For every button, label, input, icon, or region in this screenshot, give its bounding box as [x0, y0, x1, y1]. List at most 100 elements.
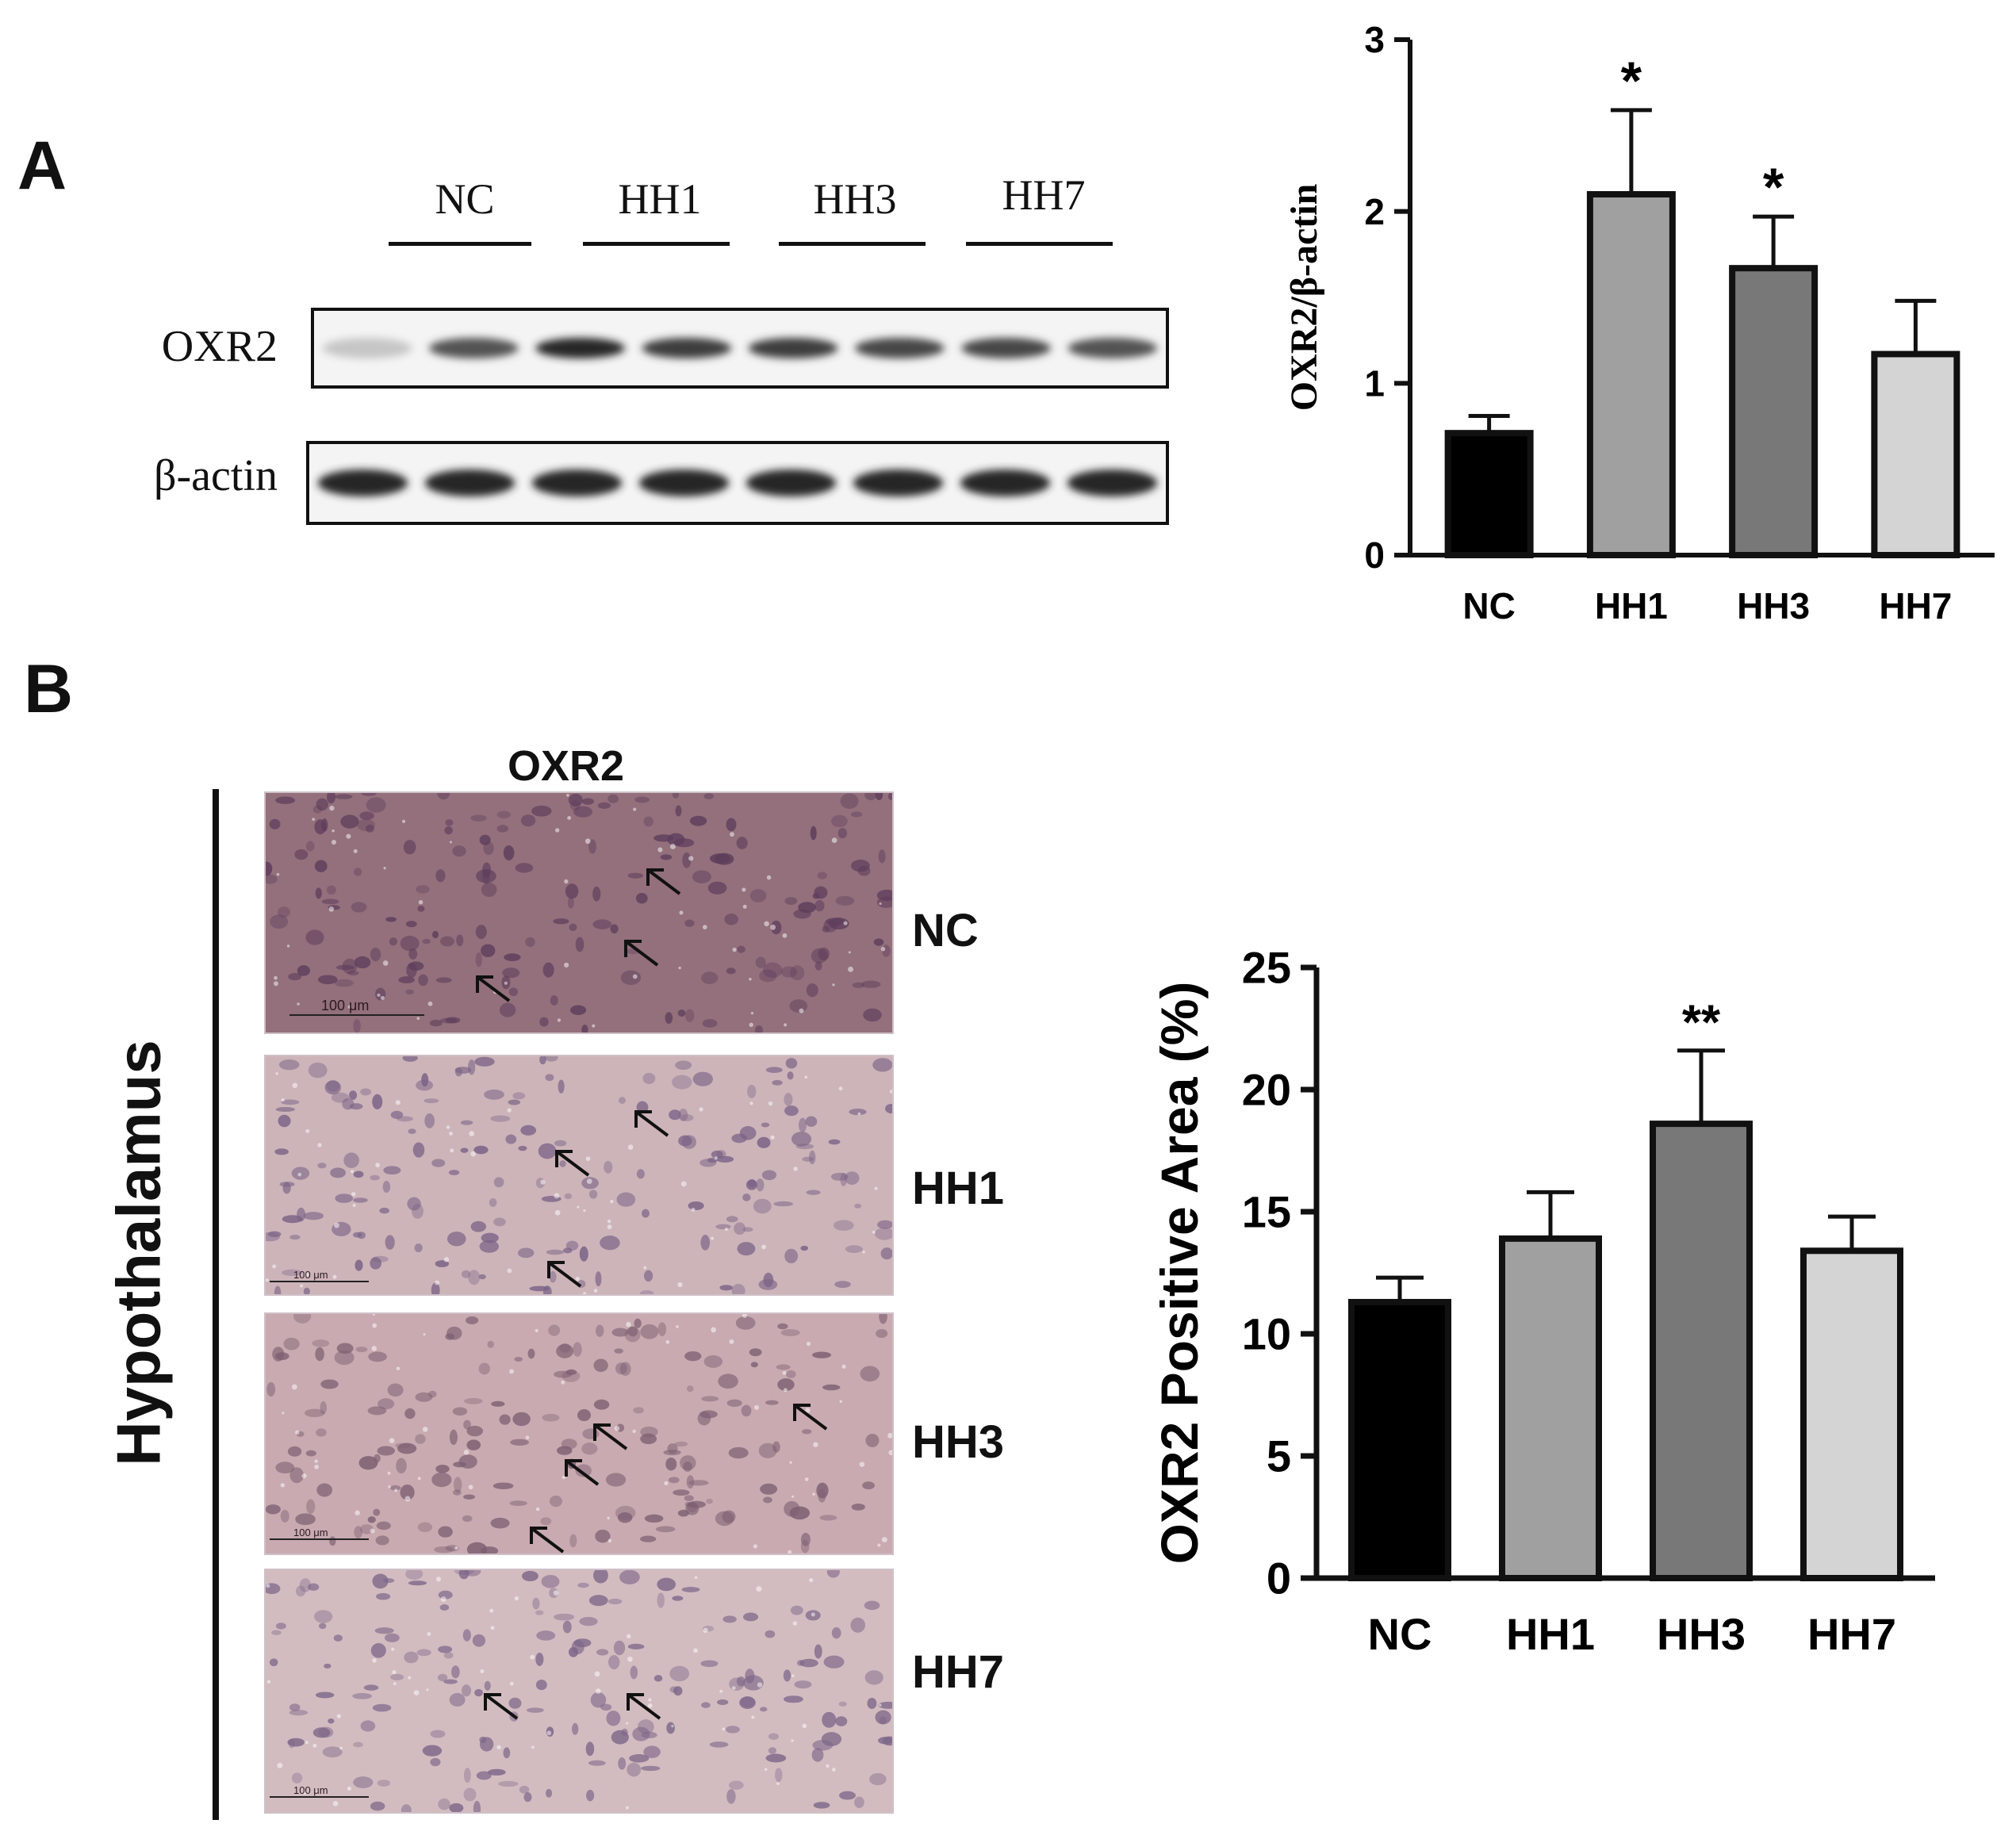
ihc-column-title: OXR2: [508, 742, 625, 790]
cell-nucleus: [454, 1067, 472, 1074]
cell-nucleus: [627, 1643, 645, 1649]
cell-nucleus: [320, 1379, 339, 1389]
cell-nucleus: [274, 1352, 289, 1361]
cell-nucleus: [463, 1419, 471, 1430]
cell-nucleus: [321, 818, 328, 832]
cell-nucleus: [289, 1467, 304, 1484]
cell-nucleus: [416, 885, 430, 894]
blot-band: [424, 469, 515, 496]
tissue-speck: [584, 838, 591, 845]
cell-nucleus: [269, 1658, 278, 1667]
tissue-speck: [554, 1193, 560, 1199]
tissue-speck: [607, 1538, 612, 1543]
cell-nucleus: [673, 838, 695, 848]
cell-nucleus: [397, 1442, 417, 1454]
cell-nucleus: [297, 1207, 306, 1222]
tissue-speck: [742, 1314, 747, 1318]
arrow-marker-icon: [593, 1423, 628, 1450]
cell-nucleus: [389, 1485, 401, 1491]
tissue-speck: [274, 975, 278, 980]
cell-nucleus: [812, 893, 820, 899]
region-bracket-line: [213, 789, 219, 1820]
tissue-speck: [377, 993, 381, 997]
cell-nucleus: [789, 1506, 811, 1520]
cell-nucleus: [317, 975, 338, 985]
tissue-speck: [848, 951, 851, 954]
cell-nucleus: [269, 818, 281, 829]
cell-nucleus: [640, 1433, 657, 1445]
cell-nucleus: [499, 1414, 511, 1425]
cell-nucleus: [379, 1207, 390, 1214]
cell-nucleus: [412, 1142, 425, 1158]
cell-nucleus: [768, 1747, 777, 1754]
cell-nucleus: [505, 1134, 517, 1144]
cell-nucleus: [509, 1500, 527, 1506]
cell-nucleus: [275, 1623, 286, 1630]
ihc-texture: [266, 1314, 892, 1554]
tissue-speck: [874, 1186, 878, 1190]
cell-nucleus: [473, 1800, 481, 1812]
tissue-speck: [888, 1450, 892, 1456]
cell-nucleus: [765, 1400, 779, 1405]
cell-nucleus: [689, 815, 707, 826]
cell-nucleus: [359, 811, 374, 820]
cell-nucleus: [481, 944, 496, 958]
cell-nucleus: [561, 1439, 577, 1450]
arrow-marker-icon: [565, 1459, 600, 1486]
cell-nucleus: [405, 989, 415, 995]
tissue-speck: [749, 977, 752, 981]
blot-group-underline: [583, 242, 730, 246]
cell-nucleus: [347, 970, 359, 976]
cell-nucleus: [353, 1170, 364, 1178]
cell-nucleus: [672, 793, 680, 799]
tissue-speck: [770, 924, 776, 930]
ihc-texture: [266, 1056, 892, 1294]
cell-nucleus: [390, 1110, 404, 1119]
tissue-speck: [627, 1144, 634, 1150]
tissue-speck: [329, 805, 335, 811]
cell-nucleus: [326, 885, 336, 895]
tissue-speck: [724, 1228, 728, 1232]
cell-nucleus: [377, 1446, 395, 1456]
tissue-speck: [347, 1005, 351, 1009]
chart-oxr2-actin: 0 1 2 3 OXR2/β-actin NC * HH1 * HH3 HH7: [1283, 19, 1995, 626]
cell-nucleus: [775, 1768, 783, 1783]
cell-nucleus: [430, 1757, 441, 1767]
tissue-speck: [749, 1022, 753, 1028]
tissue-speck: [339, 1746, 343, 1750]
tissue-speck: [593, 1289, 598, 1293]
tissue-speck: [809, 1577, 814, 1583]
cell-nucleus: [308, 1062, 328, 1078]
blot-band: [535, 338, 626, 358]
cell-nucleus: [745, 1179, 757, 1190]
tissue-speck: [440, 1596, 447, 1602]
tissue-speck: [301, 1473, 307, 1479]
cell-nucleus: [703, 793, 714, 799]
cell-nucleus: [440, 936, 454, 947]
cell-nucleus: [844, 1171, 860, 1186]
cell-nucleus: [739, 1126, 757, 1140]
tissue-speck: [300, 1284, 304, 1288]
cell-nucleus: [665, 1458, 677, 1471]
cell-nucleus: [805, 1116, 818, 1127]
y-tick-label: 25: [1242, 943, 1291, 993]
cell-nucleus: [588, 1760, 606, 1766]
cell-nucleus: [435, 1260, 450, 1268]
tissue-speck: [749, 1101, 753, 1105]
tissue-speck: [312, 818, 316, 821]
cell-nucleus: [755, 1025, 764, 1033]
cell-nucleus: [387, 1383, 404, 1397]
cell-nucleus: [390, 1673, 404, 1681]
cell-nucleus: [278, 1059, 300, 1071]
cell-nucleus: [424, 1113, 435, 1128]
tissue-speck: [677, 1282, 683, 1288]
tissue-speck: [812, 1492, 815, 1496]
cell-nucleus: [396, 1458, 407, 1474]
tissue-speck: [784, 1023, 788, 1027]
ihc-image-hh3: [264, 1312, 894, 1555]
cell-nucleus: [802, 1156, 814, 1162]
cell-nucleus: [299, 1578, 312, 1592]
cell-nucleus: [452, 845, 466, 857]
tissue-speck: [862, 1251, 865, 1254]
tissue-speck: [676, 1325, 679, 1328]
